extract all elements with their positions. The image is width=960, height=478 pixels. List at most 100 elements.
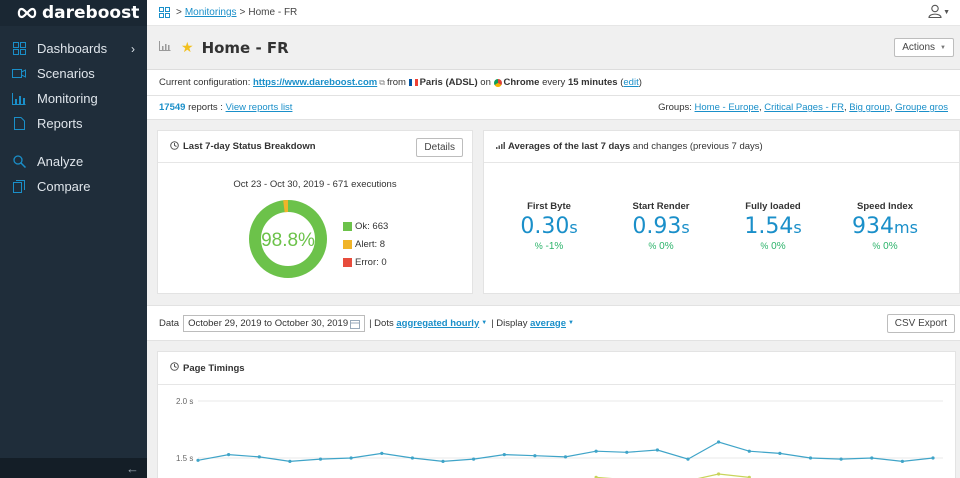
data-point[interactable]	[380, 451, 384, 455]
data-point[interactable]	[839, 457, 843, 461]
metric-label: Start Render	[632, 201, 690, 212]
data-point[interactable]	[196, 458, 200, 462]
group-link[interactable]: Big group	[849, 102, 890, 113]
infinity-logo-icon	[16, 7, 38, 19]
legend-label: Alert: 8	[355, 239, 386, 250]
data-point[interactable]	[594, 449, 598, 453]
collapse-sidebar-button[interactable]: ←	[0, 458, 147, 478]
data-point[interactable]	[227, 453, 231, 457]
data-point[interactable]	[717, 472, 721, 476]
user-icon	[928, 4, 942, 21]
series-line	[596, 473, 750, 478]
external-link-icon: ⧉	[379, 77, 385, 87]
data-point[interactable]	[318, 457, 323, 461]
data-point[interactable]	[747, 475, 751, 478]
data-point[interactable]	[686, 457, 690, 461]
data-point[interactable]	[502, 453, 506, 457]
config-location: Paris (ADSL)	[419, 77, 478, 88]
status-percent: 98.8%	[261, 230, 315, 251]
nav-label: Compare	[37, 179, 91, 194]
legend-label: Error: 0	[355, 257, 387, 268]
page-timings-chart: 2.0 s 1.5 s	[176, 397, 943, 478]
status-donut-chart: 98.8%	[249, 200, 327, 278]
metric-speed-index: Speed Index 934ms % 0%	[830, 201, 940, 252]
data-point[interactable]	[563, 455, 568, 459]
nav-label: Monitoring	[37, 91, 98, 106]
data-point[interactable]	[288, 459, 292, 463]
document-icon	[12, 117, 26, 130]
view-reports-link[interactable]: View reports list	[225, 102, 293, 113]
metric-fully-loaded: Fully loaded 1.54s % 0%	[718, 201, 828, 252]
nav-item-scenarios[interactable]: Scenarios	[0, 61, 147, 86]
group-link[interactable]: Groupe gros	[895, 102, 948, 113]
nav-item-analyze[interactable]: Analyze	[0, 149, 147, 174]
metric-first-byte: First Byte 0.30s % -1%	[494, 201, 604, 252]
data-point[interactable]	[625, 450, 629, 454]
percent-badge-icon: %	[648, 241, 657, 251]
groups-label: Groups:	[658, 102, 692, 113]
nav-item-dashboards[interactable]: Dashboards ›	[0, 36, 147, 61]
nav-label: Scenarios	[37, 66, 95, 81]
data-point[interactable]	[870, 456, 874, 460]
data-point[interactable]	[747, 449, 751, 453]
dashboard-grid-icon[interactable]	[159, 7, 170, 18]
data-point[interactable]	[441, 459, 445, 463]
calendar-icon[interactable]	[350, 319, 361, 332]
data-point[interactable]	[472, 457, 476, 461]
card-title: Last 7-day Status Breakdown	[183, 141, 316, 152]
nav-item-reports[interactable]: Reports	[0, 111, 147, 136]
csv-export-button[interactable]: CSV Export	[886, 314, 955, 333]
data-point[interactable]	[931, 456, 935, 460]
metric-value: 934ms	[852, 214, 918, 239]
status-breakdown-card: Last 7-day Status Breakdown Details Oct …	[157, 130, 473, 294]
data-point[interactable]	[778, 451, 782, 455]
config-browser: Chrome	[503, 77, 540, 88]
display-mode-dropdown[interactable]: average	[530, 317, 567, 329]
legend-error: Error: 0	[343, 257, 388, 268]
data-point[interactable]	[900, 459, 905, 463]
group-link[interactable]: Critical Pages - FR	[764, 102, 844, 113]
dots-aggregation-dropdown[interactable]: aggregated hourly	[396, 317, 480, 329]
reports-bar: 17549 reports : View reports list Groups…	[147, 96, 960, 120]
details-button[interactable]: Details	[416, 138, 463, 157]
brand-name: dareboost	[42, 3, 140, 23]
breadcrumb-monitorings-link[interactable]: Monitorings	[184, 7, 237, 18]
data-point[interactable]	[594, 475, 598, 478]
data-point[interactable]	[349, 456, 353, 460]
nav-item-compare[interactable]: Compare	[0, 174, 147, 199]
actions-label: Actions	[902, 42, 936, 53]
y-tick-label: 2.0 s	[176, 397, 193, 406]
metric-value: 1.54s	[744, 214, 802, 239]
user-menu[interactable]: ▼	[928, 4, 950, 21]
clock-icon	[170, 362, 179, 374]
groups-list: Groups: Home - Europe, Critical Pages - …	[658, 102, 948, 113]
nav-label: Dashboards	[37, 41, 108, 56]
date-range-input[interactable]: October 29, 2019 to October 30, 2019	[183, 314, 366, 332]
legend-alert: Alert: 8	[343, 239, 388, 250]
brand-logo[interactable]: dareboost	[0, 0, 147, 26]
nav-label: Reports	[37, 116, 83, 131]
bar-chart-icon	[12, 92, 26, 105]
data-point[interactable]	[257, 455, 261, 459]
data-point[interactable]	[717, 440, 721, 444]
favorite-star-icon[interactable]: ★	[181, 39, 194, 55]
status-legend: Ok: 663 Alert: 8 Error: 0	[343, 221, 388, 275]
card-title-bold: Averages of the last 7 days	[508, 141, 631, 152]
metric-label: First Byte	[527, 201, 571, 212]
config-url-link[interactable]: https://www.dareboost.com	[253, 77, 378, 88]
clock-history-icon	[170, 140, 179, 153]
data-point[interactable]	[533, 454, 537, 458]
card-header: Last 7-day Status Breakdown	[158, 131, 472, 163]
edit-config-link[interactable]: edit	[623, 77, 639, 88]
group-link[interactable]: Home - Europe	[694, 102, 759, 113]
data-point[interactable]	[655, 448, 659, 452]
nav-item-monitoring[interactable]: Monitoring	[0, 86, 147, 111]
search-icon	[12, 155, 26, 168]
metric-value: 0.93s	[632, 214, 690, 239]
data-point[interactable]	[808, 456, 813, 460]
data-label: Data	[159, 317, 180, 329]
actions-dropdown-button[interactable]: Actions ▼	[894, 38, 954, 57]
grid-icon	[12, 42, 26, 55]
card-header: Averages of the last 7 days and changes …	[484, 131, 959, 163]
data-point[interactable]	[410, 456, 414, 460]
